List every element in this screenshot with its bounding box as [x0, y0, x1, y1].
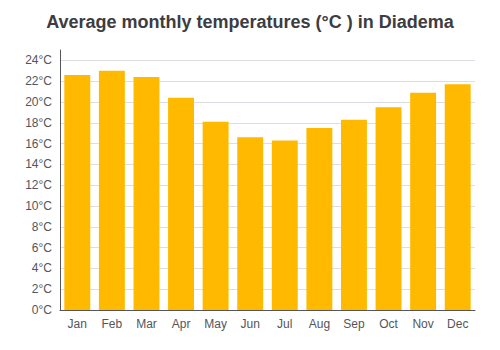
svg-text:2°C: 2°C — [32, 282, 52, 296]
svg-text:Average monthly temperatures (: Average monthly temperatures (°C ) in Di… — [46, 12, 455, 32]
svg-text:6°C: 6°C — [32, 241, 52, 255]
svg-text:8°C: 8°C — [32, 220, 52, 234]
svg-text:14°C: 14°C — [25, 157, 52, 171]
svg-text:Aug: Aug — [309, 317, 330, 331]
svg-text:24°C: 24°C — [25, 53, 52, 67]
svg-text:Mar: Mar — [136, 317, 157, 331]
svg-text:Sep: Sep — [343, 317, 365, 331]
svg-text:10°C: 10°C — [25, 199, 52, 213]
svg-text:May: May — [204, 317, 227, 331]
svg-text:12°C: 12°C — [25, 178, 52, 192]
svg-text:16°C: 16°C — [25, 137, 52, 151]
svg-text:4°C: 4°C — [32, 261, 52, 275]
svg-text:Apr: Apr — [172, 317, 191, 331]
svg-text:22°C: 22°C — [25, 74, 52, 88]
svg-text:Dec: Dec — [447, 317, 468, 331]
svg-text:Jul: Jul — [277, 317, 292, 331]
svg-text:Feb: Feb — [102, 317, 123, 331]
svg-text:20°C: 20°C — [25, 95, 52, 109]
svg-text:0°C: 0°C — [32, 303, 52, 317]
svg-text:18°C: 18°C — [25, 116, 52, 130]
svg-text:Jan: Jan — [68, 317, 87, 331]
svg-text:Nov: Nov — [412, 317, 433, 331]
svg-text:Oct: Oct — [379, 317, 398, 331]
svg-text:Jun: Jun — [241, 317, 260, 331]
